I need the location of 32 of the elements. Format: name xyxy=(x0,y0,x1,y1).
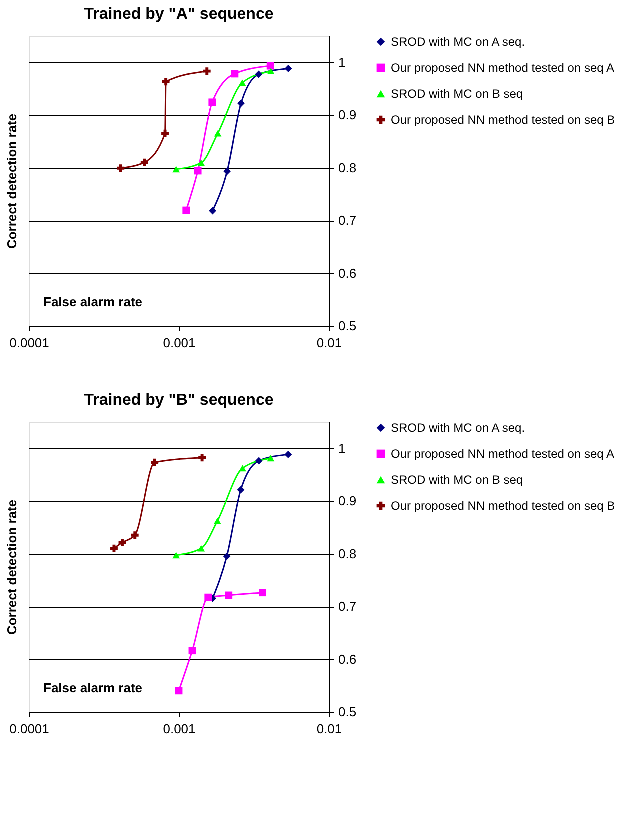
y-tick-label: 1 xyxy=(338,54,346,70)
legend-label: Our proposed NN method tested on seq A xyxy=(391,61,614,75)
y-tick-label: 0.8 xyxy=(338,546,357,562)
y-tick-label: 0.6 xyxy=(338,652,357,667)
y-tick-label: 0.8 xyxy=(338,160,357,176)
y-tick-label: 0.5 xyxy=(338,318,357,334)
chart-title: Trained by "B" sequence xyxy=(84,392,274,409)
y-tick-label: 1 xyxy=(338,440,346,456)
x-tick-label: 0.01 xyxy=(316,722,342,736)
y-tick-label: 0.6 xyxy=(338,266,357,281)
x-tick-label: 0.0001 xyxy=(10,722,50,736)
y-tick-label: 0.9 xyxy=(338,108,357,123)
legend-label: Our proposed NN method tested on seq A xyxy=(391,447,614,461)
y-tick-label: 0.5 xyxy=(338,704,357,720)
legend-label: SROD with MC on B seq xyxy=(391,87,524,101)
x-tick-label: 0.001 xyxy=(163,722,196,736)
y-tick-label: 0.7 xyxy=(338,213,357,228)
legend-label: SROD with MC on B seq xyxy=(391,473,524,487)
x-tick-label: 0.0001 xyxy=(10,336,50,350)
x-axis-title: False alarm rate xyxy=(44,680,143,696)
x-tick-label: 0.01 xyxy=(316,336,342,350)
legend-label: Our proposed NN method tested on seq B xyxy=(391,113,616,127)
x-tick-label: 0.001 xyxy=(163,336,196,350)
y-axis-title: Correct detection rate xyxy=(4,114,20,250)
chart-title: Trained by "A" sequence xyxy=(84,6,274,23)
legend-label: Our proposed NN method tested on seq B xyxy=(391,499,616,513)
x-axis-title: False alarm rate xyxy=(44,294,143,310)
y-axis-title: Correct detection rate xyxy=(4,500,20,636)
legend-label: SROD with MC on A seq. xyxy=(391,35,526,49)
legend-label: SROD with MC on A seq. xyxy=(391,421,526,435)
y-tick-label: 0.9 xyxy=(338,494,357,509)
y-tick-label: 0.7 xyxy=(338,599,357,614)
